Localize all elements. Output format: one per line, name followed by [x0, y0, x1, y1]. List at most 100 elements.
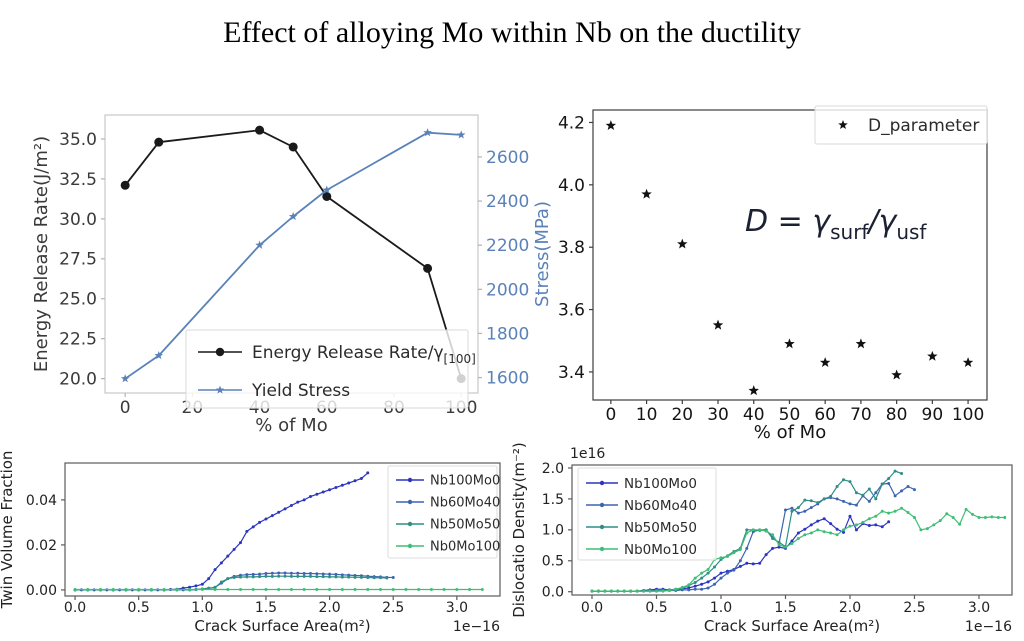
svg-text:0.00: 0.00: [26, 583, 57, 599]
series-Nb0Mo100: [590, 506, 1007, 593]
legend: D_parameter: [814, 105, 988, 145]
svg-text:1e−16: 1e−16: [453, 619, 500, 635]
svg-text:32.5: 32.5: [59, 170, 97, 190]
svg-text:50: 50: [779, 405, 801, 425]
svg-text:Dislocatio Density(m⁻²): Dislocatio Density(m⁻²): [510, 442, 528, 618]
svg-text:1.5: 1.5: [542, 492, 564, 508]
svg-text:3.0: 3.0: [446, 600, 468, 616]
svg-text:0.04: 0.04: [26, 493, 57, 509]
svg-text:2.5: 2.5: [382, 600, 404, 616]
svg-text:Nb50Mo50: Nb50Mo50: [624, 520, 697, 536]
svg-text:3.6: 3.6: [558, 301, 585, 321]
svg-text:40: 40: [743, 405, 765, 425]
svg-text:4.0: 4.0: [558, 176, 585, 196]
y-axis: 20.0 22.5 25.0 27.5 30.0 32.5 35.0 Energy Relea…: [31, 130, 105, 390]
svg-text:4.2: 4.2: [558, 113, 585, 133]
svg-text:Stress(MPa): Stress(MPa): [532, 201, 553, 307]
svg-text:1e−16: 1e−16: [965, 619, 1012, 635]
svg-text:Crack Surface Area(m²): Crack Surface Area(m²): [704, 617, 880, 635]
svg-text:90: 90: [922, 405, 944, 425]
svg-text:2.0: 2.0: [839, 600, 861, 616]
series-yield-stress: [120, 128, 466, 383]
y-axis: 3.4 3.6 3.8 4.0 4.2: [558, 113, 593, 383]
svg-text:2200: 2200: [486, 236, 529, 256]
svg-text:80: 80: [886, 405, 908, 425]
svg-text:1800: 1800: [486, 324, 529, 344]
legend: Energy Release Rate/γ[100] Yield Stress: [185, 329, 476, 409]
svg-text:10: 10: [636, 405, 658, 425]
legend: Nb100Mo0 Nb60Mo40 Nb50Mo50 Nb0Mo100: [387, 465, 500, 559]
y-axis: 0.0 0.5 1.0 1.5 2.0 Dislocatio Density(m⁻²) 1e…: [510, 442, 605, 618]
svg-text:22.5: 22.5: [59, 330, 97, 350]
plot-frame: [64, 462, 501, 597]
svg-text:0.0: 0.0: [581, 600, 603, 616]
svg-text:Nb100Mo0: Nb100Mo0: [624, 476, 697, 492]
svg-text:0.02: 0.02: [26, 538, 57, 554]
y-axis-right: 1600 1800 2000 2200 2400 2600 Stress(MPa): [478, 148, 553, 389]
svg-text:Energy Release Rate/γ[100]: Energy Release Rate/γ[100]: [252, 343, 476, 366]
svg-text:% of Mo: % of Mo: [754, 422, 826, 443]
series-Nb0Mo100: [73, 587, 484, 591]
svg-text:0.5: 0.5: [128, 600, 150, 616]
svg-text:0.0: 0.0: [542, 585, 564, 601]
svg-text:1.5: 1.5: [255, 600, 277, 616]
equation: D = γsurf/γusf: [745, 204, 927, 244]
svg-text:25.0: 25.0: [59, 290, 97, 310]
chart-energy-release-yield-stress: 020406080100% of Mo20.022.525.027.530.03…: [31, 114, 553, 436]
x-axis: 0.0 0.5 1.0 1.5 2.0 2.5 3.0 Crack Surface Area(…: [581, 595, 1012, 635]
svg-text:Nb60Mo40: Nb60Mo40: [430, 496, 500, 511]
svg-text:Nb100Mo0: Nb100Mo0: [430, 474, 500, 489]
svg-text:100: 100: [952, 405, 984, 425]
svg-text:2.0: 2.0: [318, 600, 340, 616]
svg-text:0.5: 0.5: [645, 600, 667, 616]
series-d-parameter: [605, 120, 974, 396]
svg-text:27.5: 27.5: [59, 250, 97, 270]
svg-text:3.4: 3.4: [558, 363, 585, 383]
svg-text:1.0: 1.0: [710, 600, 732, 616]
x-axis: 0 10 20 30 40 50 60 70 80 90 100 % of Mo: [605, 400, 984, 443]
series-energy-release-rate: [120, 125, 466, 384]
svg-text:1e16: 1e16: [570, 446, 605, 462]
svg-text:35.0: 35.0: [59, 130, 97, 150]
svg-text:Nb0Mo100: Nb0Mo100: [430, 540, 500, 555]
svg-text:20.0: 20.0: [59, 370, 97, 390]
svg-text:2000: 2000: [486, 280, 529, 300]
svg-text:1600: 1600: [486, 369, 529, 389]
svg-text:2400: 2400: [486, 192, 529, 212]
svg-text:60: 60: [814, 405, 836, 425]
svg-text:1.0: 1.0: [191, 600, 213, 616]
svg-text:% of Mo: % of Mo: [255, 415, 327, 436]
svg-text:Twin Volume Fraction: Twin Volume Fraction: [0, 451, 16, 610]
svg-text:Energy Release Rate(J/m²): Energy Release Rate(J/m²): [31, 136, 52, 372]
svg-text:3.0: 3.0: [968, 600, 990, 616]
svg-text:Nb50Mo50: Nb50Mo50: [430, 518, 500, 533]
svg-text:2600: 2600: [486, 148, 529, 168]
svg-text:0.5: 0.5: [542, 554, 564, 570]
svg-text:30.0: 30.0: [59, 210, 97, 230]
svg-text:0: 0: [120, 398, 131, 418]
figure-title: Effect of alloying Mo within Nb on the d…: [223, 16, 801, 49]
svg-text:D_parameter: D_parameter: [868, 116, 979, 136]
series-Nb60Mo40: [73, 571, 395, 592]
svg-text:0: 0: [605, 405, 616, 425]
y-axis: 0.00 0.02 0.04 Twin Volume Fraction: [0, 451, 65, 610]
svg-text:70: 70: [850, 405, 872, 425]
chart-d-parameter: 0 10 20 30 40 50 60 70 80 90 100 % of Mo 3.4 3.6 3.8 4.…: [558, 105, 988, 443]
svg-text:30: 30: [707, 405, 729, 425]
svg-text:2.0: 2.0: [542, 461, 564, 477]
svg-text:0.0: 0.0: [64, 600, 86, 616]
x-axis: 0.0 0.5 1.0 1.5 2.0 2.5 3.0 Crack Surface Area(…: [64, 596, 500, 635]
chart-twin-volume-fraction: 0.0 0.5 1.0 1.5 2.0 2.5 3.0 Crack Surface Area(…: [0, 451, 501, 635]
svg-text:Nb0Mo100: Nb0Mo100: [624, 542, 697, 558]
svg-text:2.5: 2.5: [903, 600, 925, 616]
legend: Nb100Mo0 Nb60Mo40 Nb50Mo50 Nb0Mo100: [577, 467, 717, 561]
plot-frame: [592, 109, 988, 401]
svg-text:1.0: 1.0: [542, 523, 564, 539]
svg-text:3.8: 3.8: [558, 238, 585, 258]
svg-text:Crack Surface Area(m²): Crack Surface Area(m²): [194, 617, 370, 635]
chart-dislocation-density: 0.0 0.5 1.0 1.5 2.0 2.5 3.0 Crack Surface Area(…: [510, 442, 1013, 635]
svg-text:Nb60Mo40: Nb60Mo40: [624, 498, 697, 514]
svg-text:20: 20: [671, 405, 693, 425]
svg-text:Yield Stress: Yield Stress: [251, 381, 350, 401]
